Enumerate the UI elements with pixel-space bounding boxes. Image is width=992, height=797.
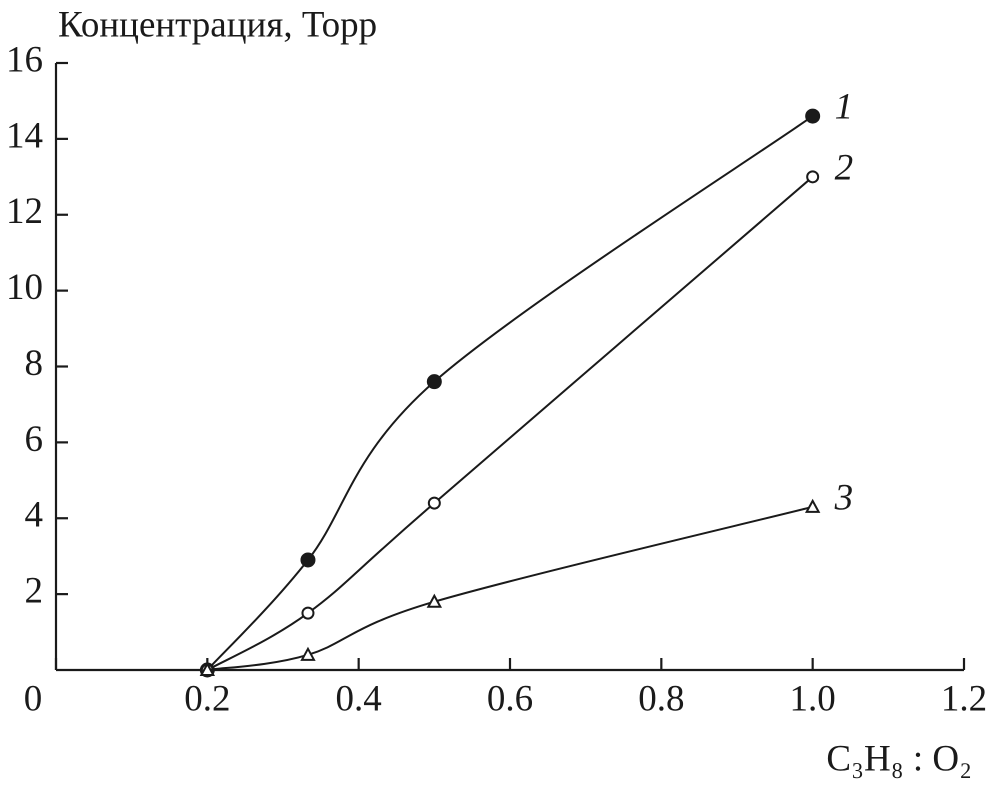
marker <box>300 552 316 568</box>
x-tick-label: 0.2 <box>184 678 230 719</box>
x-tick-label: 0.6 <box>487 678 533 719</box>
marker <box>199 661 216 676</box>
y-tick-label: 14 <box>6 115 43 156</box>
marker <box>805 108 821 124</box>
series-line <box>206 176 814 671</box>
marker <box>804 498 821 513</box>
y-tick-label: 10 <box>6 267 43 308</box>
series-label: 3 <box>834 477 854 518</box>
x-tick-label: 0.8 <box>638 678 684 719</box>
x-axis-label: C₃H₈ : O₂ <box>826 738 972 779</box>
marker <box>301 606 315 620</box>
marker <box>300 646 316 661</box>
y-tick-label: 16 <box>6 39 43 80</box>
x-tick-label: 0 <box>24 678 43 719</box>
y-tick-label: 4 <box>25 495 44 536</box>
marker <box>426 593 443 608</box>
x-tick-label: 0.4 <box>336 678 382 719</box>
y-tick-label: 6 <box>25 419 44 460</box>
y-tick-label: 12 <box>6 191 43 232</box>
y-axis-label: Концентрация, Торр <box>58 4 377 45</box>
series-label: 2 <box>835 147 854 188</box>
y-tick-label: 2 <box>25 571 44 612</box>
x-tick-label: 1.0 <box>790 678 836 719</box>
series-label: 1 <box>835 87 854 128</box>
x-tick-label: 1.2 <box>941 678 987 719</box>
marker <box>426 374 442 390</box>
marker <box>427 496 441 510</box>
series-line <box>206 115 814 671</box>
marker <box>806 170 820 184</box>
y-tick-label: 8 <box>25 343 44 384</box>
series-line <box>207 505 813 671</box>
